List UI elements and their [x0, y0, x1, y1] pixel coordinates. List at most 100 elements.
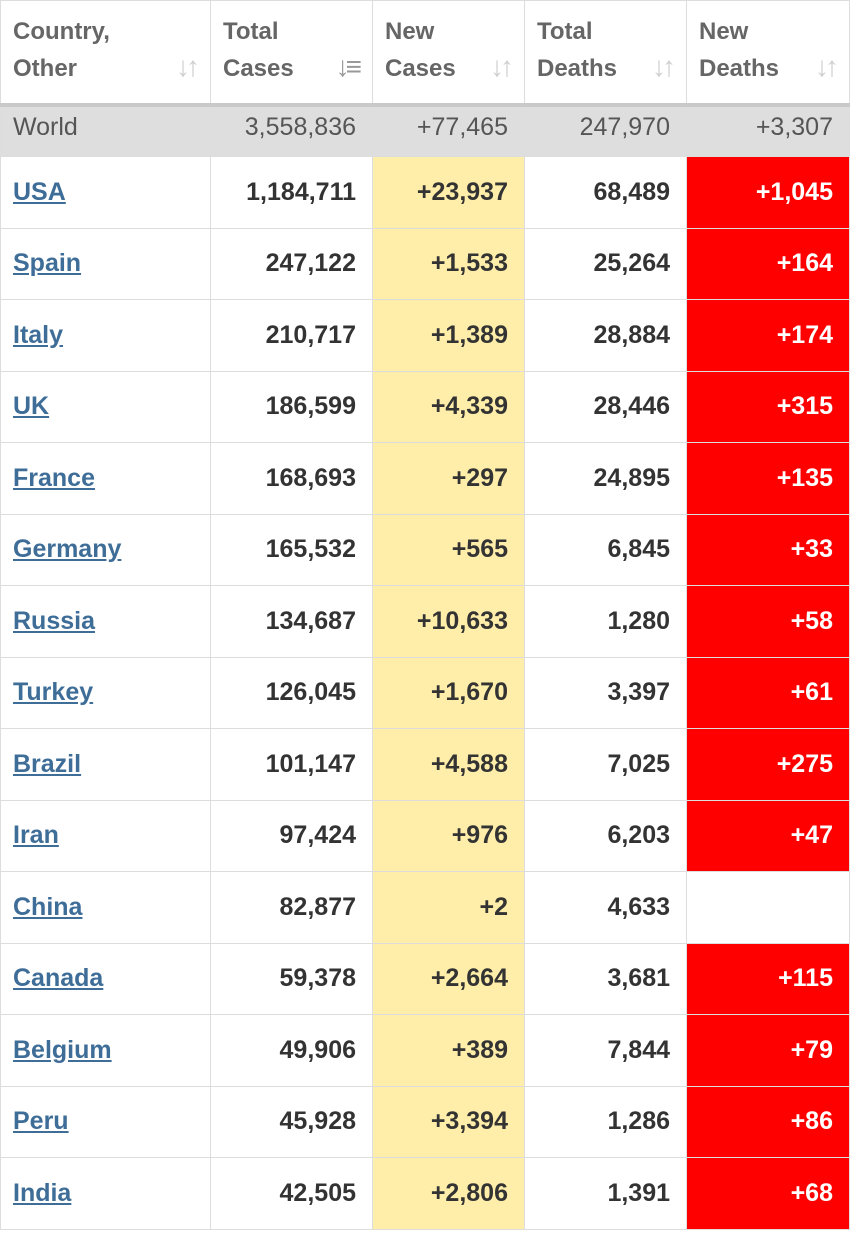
total-deaths-cell: 28,446 [524, 370, 687, 443]
header-row: Country, Other ↓↑ Total Cases ↓≡ New Cas… [0, 0, 850, 107]
new-deaths-cell: +135 [686, 442, 850, 515]
total-deaths-cell: 3,397 [524, 656, 687, 729]
table-row: Peru 45,928 +3,394 1,286 +86 [0, 1085, 850, 1158]
total-cases-cell: 126,045 [210, 656, 373, 729]
sort-icon[interactable]: ↓↑ [490, 51, 514, 82]
country-cell: Russia [0, 585, 211, 658]
country-cell: Germany [0, 513, 211, 586]
country-cell: Peru [0, 1085, 211, 1158]
total-cases-cell: 165,532 [210, 513, 373, 586]
country-cell: Belgium [0, 1014, 211, 1087]
sort-icon[interactable]: ↓↑ [176, 51, 200, 82]
country-cell: China [0, 871, 211, 944]
header-line: Deaths [699, 55, 780, 82]
new-deaths-cell: +68 [686, 1157, 850, 1230]
new-deaths-cell: +79 [686, 1014, 850, 1087]
header-line: Country, [13, 18, 110, 45]
table-row: UK 186,599 +4,339 28,446 +315 [0, 370, 850, 443]
world-new-cases: +77,465 [372, 104, 525, 157]
new-cases-cell: +4,339 [372, 370, 525, 443]
new-deaths-cell: +115 [686, 942, 850, 1015]
new-cases-cell: +23,937 [372, 156, 525, 229]
country-link[interactable]: France [13, 463, 95, 492]
new-cases-cell: +297 [372, 442, 525, 515]
total-cases-cell: 59,378 [210, 942, 373, 1015]
table-row: Germany 165,532 +565 6,845 +33 [0, 513, 850, 586]
country-cell: USA [0, 156, 211, 229]
total-cases-cell: 49,906 [210, 1014, 373, 1087]
new-cases-cell: +1,670 [372, 656, 525, 729]
new-cases-cell: +1,389 [372, 299, 525, 372]
new-deaths-cell: +61 [686, 656, 850, 729]
table-row: USA 1,184,711 +23,937 68,489 +1,045 [0, 156, 850, 229]
new-deaths-cell: +47 [686, 799, 850, 872]
header-total-deaths[interactable]: Total Deaths ↓↑ [524, 0, 687, 107]
table-row: France 168,693 +297 24,895 +135 [0, 442, 850, 515]
new-cases-cell: +976 [372, 799, 525, 872]
header-country-other[interactable]: Country, Other ↓↑ [0, 0, 211, 107]
total-deaths-cell: 68,489 [524, 156, 687, 229]
total-deaths-cell: 7,025 [524, 728, 687, 801]
table-row: Brazil 101,147 +4,588 7,025 +275 [0, 728, 850, 801]
table-row: India 42,505 +2,806 1,391 +68 [0, 1157, 850, 1230]
country-link[interactable]: USA [13, 177, 66, 206]
world-total-row: World 3,558,836 +77,465 247,970 +3,307 [0, 104, 850, 157]
header-new-deaths[interactable]: New Deaths ↓↑ [686, 0, 850, 107]
new-deaths-cell: +33 [686, 513, 850, 586]
header-new-cases[interactable]: New Cases ↓↑ [372, 0, 525, 107]
country-link[interactable]: Canada [13, 964, 104, 993]
country-link[interactable]: UK [13, 392, 50, 421]
new-cases-cell: +10,633 [372, 585, 525, 658]
country-cell: Turkey [0, 656, 211, 729]
country-cell: India [0, 1157, 211, 1230]
country-link[interactable]: Turkey [13, 678, 94, 707]
sort-icon[interactable]: ↓↑ [652, 51, 676, 82]
country-link[interactable]: India [13, 1178, 72, 1207]
total-cases-cell: 82,877 [210, 871, 373, 944]
country-link[interactable]: Peru [13, 1107, 69, 1136]
country-link[interactable]: Germany [13, 535, 122, 564]
total-cases-cell: 1,184,711 [210, 156, 373, 229]
country-cell: UK [0, 370, 211, 443]
total-deaths-cell: 28,884 [524, 299, 687, 372]
total-cases-cell: 186,599 [210, 370, 373, 443]
new-cases-cell: +2 [372, 871, 525, 944]
total-cases-cell: 97,424 [210, 799, 373, 872]
new-deaths-cell: +174 [686, 299, 850, 372]
total-deaths-cell: 1,391 [524, 1157, 687, 1230]
new-deaths-cell: +275 [686, 728, 850, 801]
country-link[interactable]: Italy [13, 320, 64, 349]
country-cell: Iran [0, 799, 211, 872]
country-link[interactable]: Spain [13, 249, 82, 278]
country-link[interactable]: Belgium [13, 1035, 112, 1064]
country-cell: Spain [0, 227, 211, 300]
new-cases-cell: +2,664 [372, 942, 525, 1015]
header-total-cases[interactable]: Total Cases ↓≡ [210, 0, 373, 107]
total-deaths-cell: 6,845 [524, 513, 687, 586]
country-link[interactable]: Brazil [13, 749, 82, 778]
header-line: New [699, 18, 749, 45]
table-row: Canada 59,378 +2,664 3,681 +115 [0, 942, 850, 1015]
country-link[interactable]: Russia [13, 606, 95, 635]
total-cases-cell: 45,928 [210, 1085, 373, 1158]
table-row: Spain 247,122 +1,533 25,264 +164 [0, 227, 850, 300]
total-cases-cell: 210,717 [210, 299, 373, 372]
new-deaths-cell: +1,045 [686, 156, 850, 229]
world-total-deaths: 247,970 [524, 104, 687, 157]
new-cases-cell: +2,806 [372, 1157, 525, 1230]
total-cases-cell: 168,693 [210, 442, 373, 515]
country-link[interactable]: Iran [13, 821, 59, 850]
new-deaths-cell: +58 [686, 585, 850, 658]
new-deaths-cell: +164 [686, 227, 850, 300]
total-deaths-cell: 6,203 [524, 799, 687, 872]
new-deaths-cell: +315 [686, 370, 850, 443]
table-row: Italy 210,717 +1,389 28,884 +174 [0, 299, 850, 372]
country-link[interactable]: China [13, 892, 83, 921]
sort-desc-icon[interactable]: ↓≡ [335, 51, 362, 82]
table-row: Iran 97,424 +976 6,203 +47 [0, 799, 850, 872]
header-line: Cases [223, 55, 294, 82]
table-row: Belgium 49,906 +389 7,844 +79 [0, 1014, 850, 1087]
table-row: China 82,877 +2 4,633 [0, 871, 850, 944]
sort-icon[interactable]: ↓↑ [815, 51, 839, 82]
